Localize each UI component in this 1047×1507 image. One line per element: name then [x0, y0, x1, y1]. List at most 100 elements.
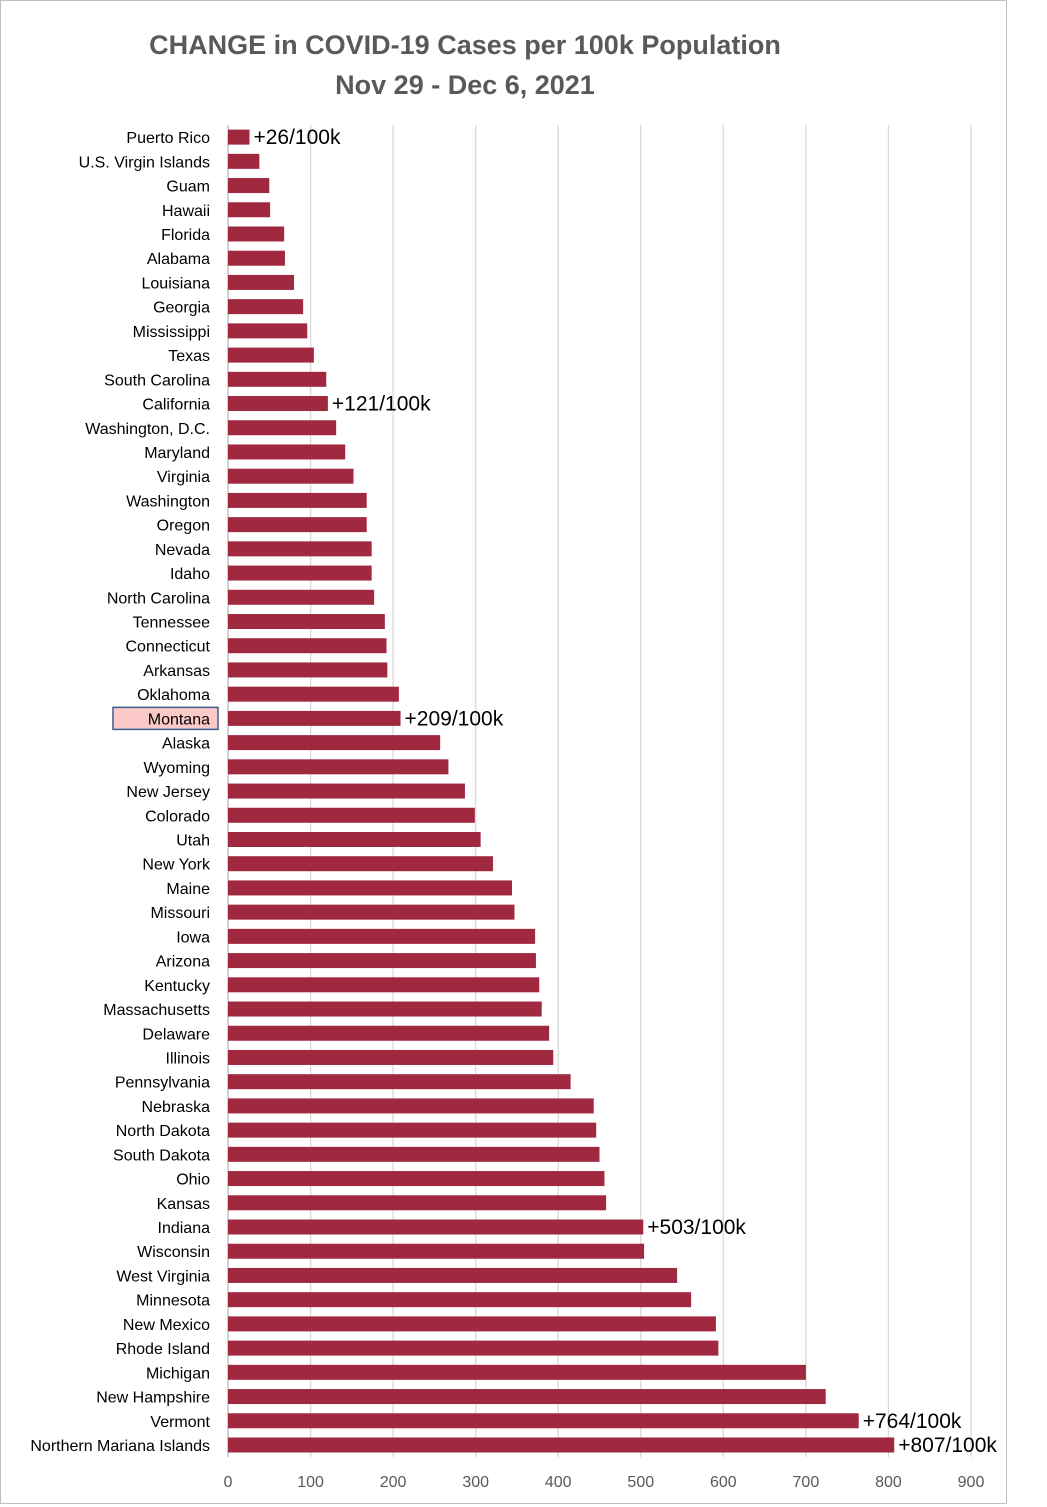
- category-label: Hawaii: [162, 203, 210, 220]
- category-label: Georgia: [153, 300, 210, 317]
- category-label: Iowa: [176, 929, 210, 946]
- x-tick-label: 600: [710, 1474, 737, 1491]
- category-label: Maryland: [144, 445, 210, 462]
- category-label: South Carolina: [104, 372, 210, 389]
- bar: [228, 759, 449, 775]
- category-label: Arizona: [156, 954, 210, 971]
- bar: [228, 831, 481, 847]
- bar: [228, 129, 250, 145]
- bar: [228, 468, 354, 484]
- category-label: Northern Mariana Islands: [30, 1438, 210, 1455]
- category-label: Maine: [166, 881, 210, 898]
- bar: [228, 299, 304, 315]
- bar: [228, 807, 475, 823]
- bar: [228, 662, 388, 678]
- x-tick-label: 200: [380, 1474, 407, 1491]
- x-tick-label: 100: [297, 1474, 324, 1491]
- data-annotation: +764/100k: [863, 1410, 962, 1433]
- category-label: South Dakota: [113, 1147, 210, 1164]
- bar: [228, 710, 401, 726]
- category-label: Oregon: [157, 518, 210, 535]
- x-tick-label: 500: [627, 1474, 654, 1491]
- category-label: Texas: [168, 348, 210, 365]
- bar: [228, 1292, 692, 1308]
- chart-title: CHANGE in COVID-19 Cases per 100k Popula…: [149, 30, 781, 60]
- x-axis-ticks: 0 100 200 300 400 500 600 700 800 900: [224, 1474, 985, 1491]
- data-annotation: +26/100k: [253, 126, 340, 149]
- chart-subtitle: Nov 29 - Dec 6, 2021: [335, 70, 595, 100]
- category-label: Nebraska: [142, 1099, 211, 1116]
- category-label: Washington, D.C.: [85, 421, 210, 438]
- category-label: Kansas: [157, 1196, 210, 1213]
- data-annotation: +209/100k: [405, 707, 504, 730]
- category-label: Wyoming: [143, 760, 210, 777]
- category-label: Montana: [148, 711, 210, 728]
- category-label: Louisiana: [142, 275, 211, 292]
- bar: [228, 202, 271, 218]
- category-label: Pennsylvania: [115, 1075, 210, 1092]
- bar: [228, 953, 536, 969]
- highlight-box-rect: [112, 706, 219, 731]
- category-label: Idaho: [170, 566, 210, 583]
- bar: [228, 1049, 554, 1065]
- bar: [228, 1219, 644, 1235]
- category-label: Ohio: [176, 1172, 210, 1189]
- category-label: Indiana: [158, 1220, 211, 1237]
- category-label: Tennessee: [133, 615, 210, 632]
- category-label: Rhode Island: [116, 1341, 210, 1358]
- bar: [228, 1267, 678, 1283]
- category-label: Puerto Rico: [126, 130, 210, 147]
- annotations: +26/100k +121/100k +209/100k +503/100k +764/…: [253, 126, 997, 1457]
- category-label: Massachusetts: [103, 1002, 210, 1019]
- category-labels: Puerto Rico U.S. Virgin Islands Guam Hawaii…: [30, 130, 211, 1455]
- bar: [228, 928, 536, 944]
- bar: [228, 371, 327, 387]
- category-label: U.S. Virgin Islands: [79, 154, 210, 171]
- category-label: Kentucky: [144, 978, 210, 995]
- bar: [228, 1243, 645, 1259]
- category-label: Guam: [166, 179, 210, 196]
- bar: [228, 396, 328, 412]
- bar: [228, 444, 346, 460]
- bar: [228, 1389, 826, 1405]
- bar: [228, 492, 367, 508]
- category-label: Washington: [126, 493, 210, 510]
- bar: [228, 274, 295, 290]
- bars: [228, 129, 895, 1453]
- category-label: New Jersey: [126, 784, 210, 801]
- bar: [228, 1074, 571, 1090]
- category-label: New Hampshire: [96, 1390, 210, 1407]
- category-label: North Dakota: [116, 1123, 210, 1140]
- category-label: Oklahoma: [137, 687, 210, 704]
- bar: [228, 686, 399, 702]
- bar: [228, 638, 387, 654]
- bar: [228, 250, 285, 266]
- category-label: New York: [142, 857, 211, 874]
- bar: [228, 153, 260, 169]
- category-label: Utah: [176, 832, 210, 849]
- x-tick-label: 700: [793, 1474, 820, 1491]
- data-annotation: +503/100k: [647, 1216, 746, 1239]
- category-label: Delaware: [142, 1026, 210, 1043]
- bar: [228, 1001, 542, 1017]
- bar: [228, 1195, 607, 1211]
- bar: [228, 1437, 895, 1453]
- bar: [228, 856, 494, 872]
- bar: [228, 1098, 594, 1114]
- x-tick-label: 400: [545, 1474, 572, 1491]
- category-label: Minnesota: [136, 1293, 210, 1310]
- category-label: Nevada: [155, 542, 210, 559]
- category-label: Alaska: [162, 736, 210, 753]
- category-label: North Carolina: [107, 590, 210, 607]
- bar: [228, 880, 512, 896]
- bar: [228, 589, 375, 605]
- bar: [228, 1146, 600, 1162]
- category-label: Florida: [161, 227, 210, 244]
- bar: [228, 1122, 597, 1138]
- bar: [228, 1316, 716, 1332]
- x-tick-label: 900: [958, 1474, 985, 1491]
- category-label: California: [142, 397, 210, 414]
- category-label: New Mexico: [123, 1317, 210, 1334]
- bar: [228, 1364, 806, 1380]
- category-label: Connecticut: [126, 639, 211, 656]
